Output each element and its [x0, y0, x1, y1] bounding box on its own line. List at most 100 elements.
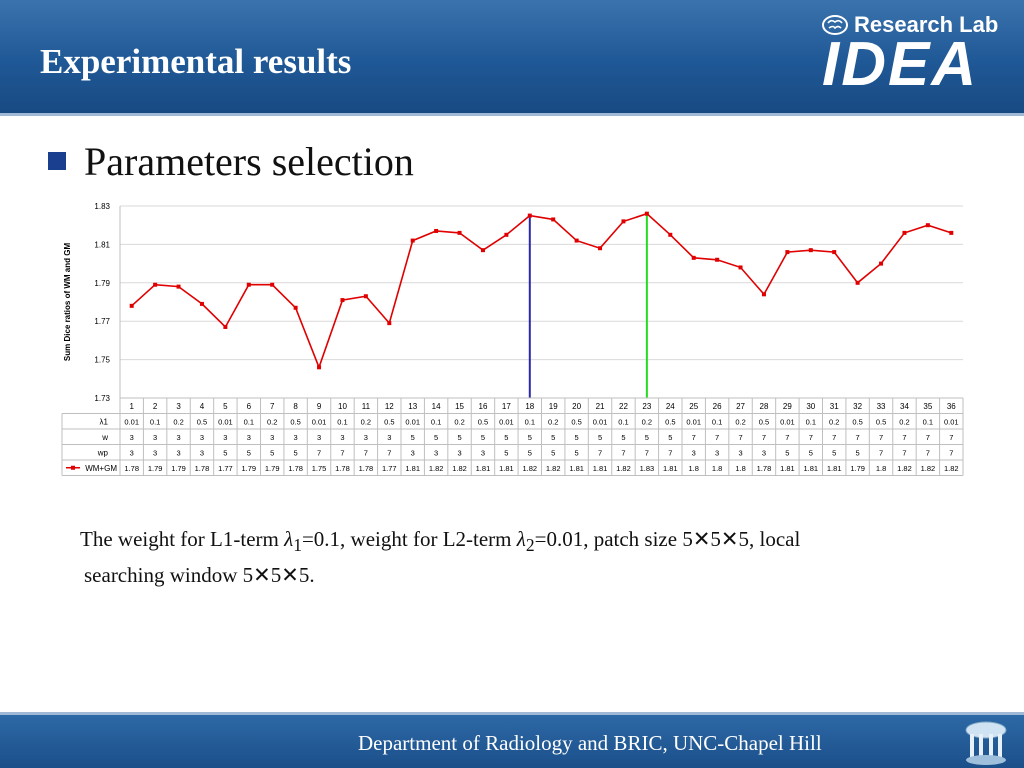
table-cell: 7 — [832, 433, 836, 442]
table-cell: 1.79 — [265, 464, 280, 473]
table-cell: 0.5 — [759, 417, 769, 426]
x-tick-label: 21 — [596, 402, 605, 411]
table-cell: 5 — [270, 448, 274, 457]
table-cell: 3 — [247, 433, 251, 442]
footer-text: Department of Radiology and BRIC, UNC-Ch… — [358, 731, 822, 755]
section-heading: Parameters selection — [84, 139, 414, 184]
x-tick-label: 18 — [525, 402, 534, 411]
x-tick-label: 23 — [642, 402, 651, 411]
table-cell: 1.82 — [546, 464, 561, 473]
table-cell: 1.81 — [476, 464, 491, 473]
table-cell: 3 — [715, 448, 719, 457]
data-point — [925, 223, 930, 228]
lambda2-subscript: 2 — [525, 535, 535, 556]
caption-line-1: The weight for L1-term λ1=0.1, weight fo… — [80, 524, 980, 560]
table-cell: 0.2 — [361, 417, 371, 426]
table-cell: 3 — [692, 448, 696, 457]
table-cell: 7 — [317, 448, 321, 457]
table-cell: 0.1 — [923, 417, 933, 426]
table-cell: 1.81 — [663, 464, 678, 473]
table-cell: 0.5 — [852, 417, 862, 426]
table-cell: 3 — [481, 448, 485, 457]
caption-text-a: The weight for L1-term — [80, 527, 285, 551]
data-point — [504, 232, 509, 237]
table-cell: 7 — [645, 448, 649, 457]
data-point — [949, 230, 954, 235]
y-tick-label: 1.81 — [94, 240, 110, 249]
table-cell: 1.82 — [944, 464, 959, 473]
table-cell: 3 — [340, 433, 344, 442]
table-cell: 1.78 — [124, 464, 139, 473]
x-tick-label: 28 — [760, 402, 769, 411]
data-point — [598, 246, 603, 251]
data-point — [410, 238, 415, 243]
x-tick-label: 1 — [129, 402, 134, 411]
table-cell: 5 — [528, 433, 532, 442]
table-cell: 0.1 — [244, 417, 254, 426]
table-cell: 7 — [949, 433, 953, 442]
x-tick-label: 24 — [666, 402, 675, 411]
data-point — [153, 282, 158, 287]
x-tick-label: 17 — [502, 402, 511, 411]
table-cell: 1.79 — [241, 464, 256, 473]
table-cell: 3 — [153, 448, 157, 457]
x-tick-label: 15 — [455, 402, 464, 411]
y-tick-label: 1.73 — [94, 394, 110, 403]
table-cell: 0.2 — [899, 417, 909, 426]
table-cell: 1.82 — [921, 464, 936, 473]
table-cell: 0.2 — [548, 417, 558, 426]
table-cell: 1.8 — [688, 464, 698, 473]
table-cell: 0.5 — [665, 417, 675, 426]
table-cell: 3 — [317, 433, 321, 442]
table-cell: 7 — [762, 433, 766, 442]
x-tick-label: 30 — [806, 402, 815, 411]
table-cell: 7 — [879, 433, 883, 442]
x-tick-label: 8 — [293, 402, 298, 411]
table-cell: 3 — [200, 448, 204, 457]
data-point — [832, 250, 837, 255]
data-point — [738, 265, 743, 270]
table-cell: 0.5 — [571, 417, 581, 426]
data-point — [457, 230, 462, 235]
x-tick-label: 20 — [572, 402, 581, 411]
table-row-label: wp — [97, 448, 109, 457]
table-cell: 7 — [364, 448, 368, 457]
table-cell: 1.81 — [405, 464, 420, 473]
table-cell: 3 — [200, 433, 204, 442]
table-cell: 0.2 — [173, 417, 183, 426]
data-point — [176, 284, 181, 289]
table-cell: 1.81 — [803, 464, 818, 473]
table-cell: 5 — [294, 448, 298, 457]
table-cell: 0.5 — [290, 417, 300, 426]
table-cell: 3 — [387, 433, 391, 442]
table-cell: 7 — [668, 448, 672, 457]
table-cell: 1.81 — [593, 464, 608, 473]
x-tick-label: 27 — [736, 402, 745, 411]
data-point — [574, 238, 579, 243]
x-tick-label: 31 — [830, 402, 839, 411]
table-cell: 7 — [598, 448, 602, 457]
table-cell: 5 — [551, 448, 555, 457]
data-point — [715, 257, 720, 262]
x-tick-label: 33 — [877, 402, 886, 411]
data-point — [644, 211, 649, 216]
x-tick-label: 14 — [432, 402, 441, 411]
x-tick-label: 4 — [200, 402, 205, 411]
table-cell: 5 — [598, 433, 602, 442]
table-cell: 0.01 — [124, 417, 139, 426]
table-cell: 0.01 — [686, 417, 701, 426]
lab-logo-big: IDEA — [822, 30, 979, 99]
table-cell: 5 — [223, 448, 227, 457]
data-point — [902, 230, 907, 235]
table-cell: 0.01 — [499, 417, 514, 426]
x-tick-label: 16 — [479, 402, 488, 411]
logo-small-text: Research Lab — [854, 12, 999, 37]
data-point — [761, 292, 766, 297]
table-cell: 0.5 — [478, 417, 488, 426]
table-cell: 1.78 — [757, 464, 772, 473]
table-cell: 1.83 — [640, 464, 655, 473]
table-cell: 3 — [130, 448, 134, 457]
table-cell: 1.78 — [288, 464, 303, 473]
x-tick-label: 5 — [223, 402, 228, 411]
x-tick-label: 3 — [176, 402, 181, 411]
